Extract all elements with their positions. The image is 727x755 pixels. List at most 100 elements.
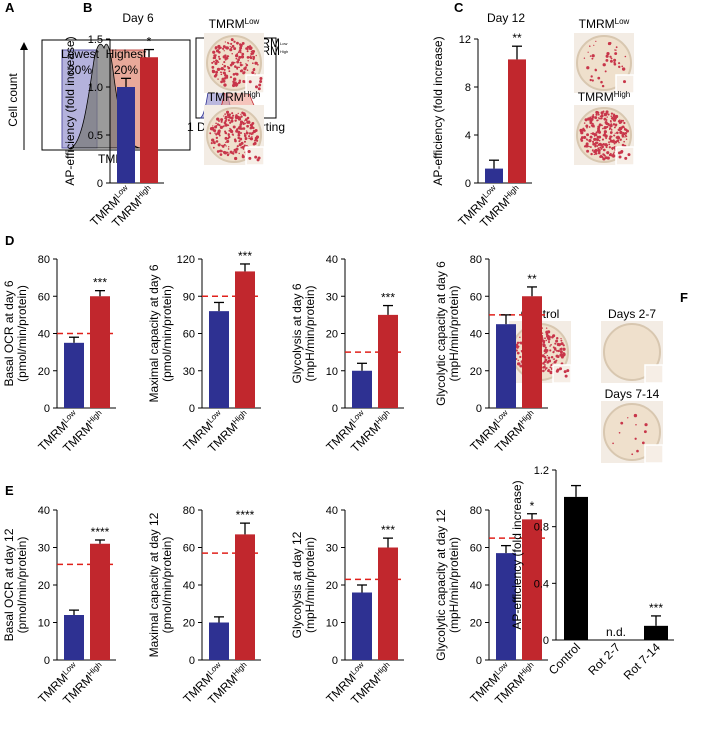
colony bbox=[224, 58, 227, 60]
colony bbox=[620, 421, 624, 425]
colony bbox=[226, 113, 230, 117]
colony bbox=[232, 114, 235, 117]
colony bbox=[616, 131, 619, 135]
colony bbox=[235, 66, 239, 69]
colony bbox=[584, 118, 588, 122]
bar bbox=[564, 496, 588, 640]
y-axis-label: (mpH/min/protein) bbox=[447, 537, 461, 633]
colony bbox=[210, 142, 213, 145]
colony bbox=[583, 145, 587, 148]
significance-label: **** bbox=[236, 508, 255, 522]
colony bbox=[233, 65, 237, 68]
colony bbox=[589, 78, 592, 82]
colony bbox=[597, 151, 601, 155]
gate-percent: 20% bbox=[114, 63, 138, 77]
colony bbox=[218, 57, 221, 60]
colony bbox=[223, 144, 225, 147]
colony bbox=[223, 68, 226, 71]
colony bbox=[219, 71, 222, 73]
colony bbox=[215, 136, 219, 140]
colony bbox=[621, 67, 626, 71]
colony bbox=[617, 135, 619, 138]
bar bbox=[352, 592, 372, 660]
colony bbox=[591, 140, 595, 143]
y-tick-label: 0 bbox=[476, 403, 482, 415]
colony bbox=[542, 341, 546, 345]
colony bbox=[220, 118, 224, 122]
image-label: TMRMHigh bbox=[208, 90, 260, 105]
image-label: TMRMLow bbox=[209, 17, 260, 32]
colony bbox=[237, 137, 239, 139]
y-tick-label: 30 bbox=[38, 543, 50, 555]
colony bbox=[555, 354, 559, 358]
colony bbox=[612, 114, 616, 118]
colony bbox=[615, 123, 617, 126]
colony bbox=[231, 52, 233, 55]
y-tick-label: 40 bbox=[38, 329, 50, 341]
y-tick-label: 0 bbox=[189, 655, 195, 667]
y-axis-label: Glycolysis at day 12 bbox=[290, 531, 304, 638]
colony bbox=[619, 131, 622, 134]
label-sup: Low bbox=[480, 183, 497, 200]
bar bbox=[209, 622, 229, 660]
colony bbox=[623, 80, 627, 84]
colony bbox=[624, 156, 628, 160]
colony bbox=[240, 69, 243, 72]
colony bbox=[609, 55, 612, 58]
label-sup: Low bbox=[492, 408, 509, 425]
colony bbox=[608, 128, 611, 131]
colony bbox=[251, 132, 254, 135]
colony bbox=[225, 145, 227, 147]
colony bbox=[516, 345, 519, 349]
label-sup: Low bbox=[205, 408, 222, 425]
label-sup: High bbox=[134, 183, 152, 201]
colony bbox=[214, 46, 218, 50]
chart-title: Day 6 bbox=[122, 11, 154, 25]
colony bbox=[605, 118, 608, 122]
colony bbox=[222, 125, 225, 128]
colony bbox=[516, 351, 520, 355]
colony bbox=[245, 63, 249, 67]
colony bbox=[227, 55, 230, 58]
plate-inset bbox=[644, 444, 664, 464]
label-sup: Low bbox=[492, 660, 509, 677]
colony bbox=[224, 74, 227, 77]
colony bbox=[251, 121, 255, 125]
colony bbox=[546, 334, 550, 338]
colony bbox=[613, 152, 615, 154]
colony bbox=[594, 141, 598, 145]
colony bbox=[599, 146, 602, 149]
plate-inset bbox=[615, 146, 635, 166]
colony bbox=[593, 132, 597, 137]
label-sup: High bbox=[280, 49, 288, 54]
colony bbox=[224, 136, 228, 140]
colony bbox=[258, 83, 262, 87]
colony bbox=[593, 44, 595, 46]
colony bbox=[601, 155, 604, 159]
colony bbox=[259, 79, 263, 83]
colony bbox=[229, 45, 231, 48]
colony bbox=[613, 151, 615, 153]
colony bbox=[593, 137, 597, 141]
y-axis-label: (pmol/min/protein) bbox=[160, 537, 174, 634]
colony bbox=[218, 50, 221, 54]
colony bbox=[636, 449, 639, 453]
colony bbox=[545, 327, 548, 329]
label-base: TMRM bbox=[578, 90, 614, 104]
colony bbox=[588, 126, 591, 128]
colony bbox=[624, 132, 627, 134]
colony bbox=[231, 133, 234, 136]
colony bbox=[209, 132, 212, 135]
colony bbox=[246, 116, 250, 120]
colony bbox=[244, 135, 247, 138]
colony bbox=[235, 128, 239, 131]
bar bbox=[64, 342, 84, 408]
colony bbox=[246, 120, 250, 124]
colony bbox=[228, 146, 230, 148]
y-axis-label: (mpH/min/protein) bbox=[447, 285, 461, 381]
colony bbox=[214, 62, 218, 65]
colony bbox=[248, 137, 251, 140]
label-sup: Low bbox=[348, 660, 365, 677]
colony bbox=[598, 135, 602, 139]
colony bbox=[594, 116, 598, 120]
